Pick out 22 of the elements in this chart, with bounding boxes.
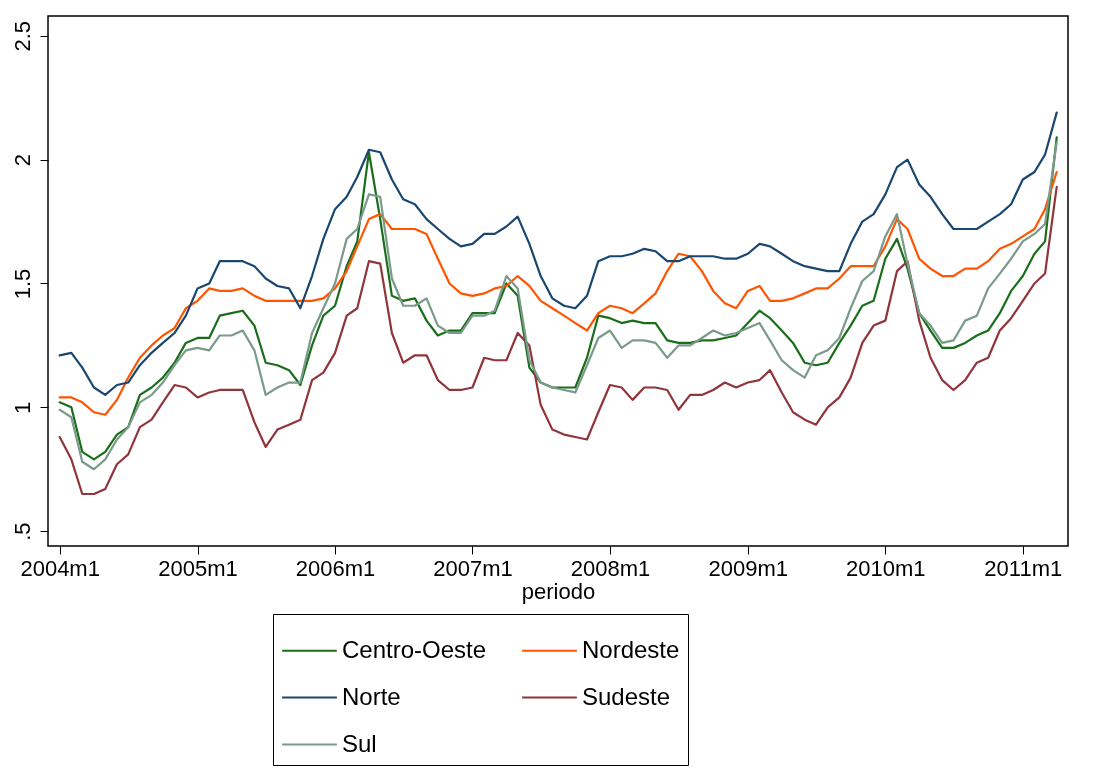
legend-label: Norte	[342, 682, 401, 710]
x-tick-label: 2007m1	[433, 555, 513, 581]
legend-label: Centro-Oeste	[342, 635, 487, 663]
x-axis-title: periodo	[521, 578, 596, 604]
legend-label: Sul	[342, 729, 377, 757]
line-series	[58, 185, 1058, 496]
legend-label: Nordeste	[582, 635, 680, 663]
x-tick-label: 2009m1	[708, 555, 789, 581]
legend-label: Sudeste	[582, 682, 671, 710]
y-tick-label: 2	[9, 154, 35, 167]
x-tick-label: 2006m1	[295, 555, 376, 581]
line-series	[58, 111, 1058, 397]
line-series	[58, 170, 1058, 416]
x-tick-label: 2010m1	[846, 555, 926, 581]
y-tick-label: 2.5	[9, 21, 35, 52]
y-tick-label: 1	[9, 401, 35, 414]
y-tick-label: 1.5	[9, 268, 35, 300]
x-tick-label: 2004m1	[20, 555, 100, 581]
x-tick-label: 2011m1	[984, 555, 1063, 581]
x-tick-label: 2005m1	[158, 555, 238, 581]
x-tick-label: 2008m1	[570, 555, 651, 581]
y-tick-label: .5	[9, 522, 35, 541]
